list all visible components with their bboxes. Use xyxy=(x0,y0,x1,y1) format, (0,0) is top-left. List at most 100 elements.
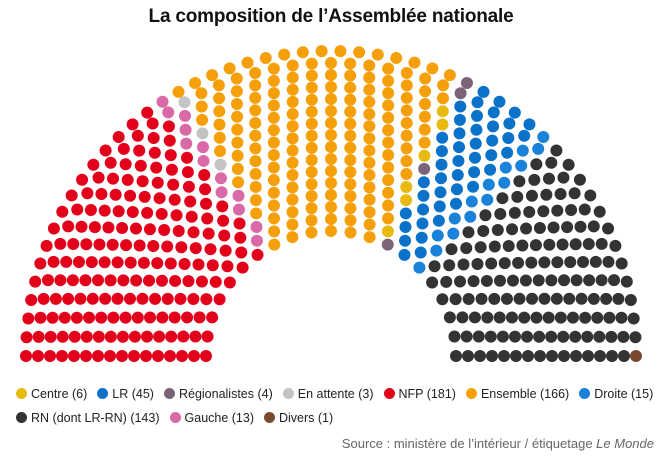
seat-lr xyxy=(508,106,521,119)
seat-nfp xyxy=(221,260,234,273)
seat-lr xyxy=(435,145,448,158)
seat-rn-dont-lr-rn xyxy=(513,175,526,188)
seat-nfp xyxy=(158,224,171,237)
seat-rn-dont-lr-rn xyxy=(462,292,475,305)
seat-ensemble xyxy=(267,74,280,87)
seat-rn-dont-lr-rn xyxy=(558,350,570,362)
seat-ensemble xyxy=(436,92,449,105)
legend-label: Droite (15) xyxy=(594,386,654,401)
seat-rn-dont-lr-rn xyxy=(550,292,563,305)
seat-lr xyxy=(417,189,430,202)
seat-rn-dont-lr-rn xyxy=(528,173,541,186)
seat-rn-dont-lr-rn xyxy=(521,330,534,343)
seat-nfp xyxy=(235,246,248,259)
seat-nfp xyxy=(195,275,208,288)
seat-ensemble xyxy=(325,93,337,105)
seat-nfp xyxy=(34,311,47,324)
seat-lr xyxy=(398,248,411,261)
seat-rn-dont-lr-rn xyxy=(484,330,497,343)
seat-rn-dont-lr-rn xyxy=(443,259,456,272)
seat-nfp xyxy=(47,255,60,268)
seat-ensemble xyxy=(231,162,244,175)
seat-nfp xyxy=(123,292,136,305)
seat-rn-dont-lr-rn xyxy=(460,330,473,343)
seat-lr xyxy=(469,151,482,164)
seat-ensemble xyxy=(363,95,376,108)
seat-droite xyxy=(516,144,529,157)
seat-rn-dont-lr-rn xyxy=(608,274,621,287)
hemicycle-chart xyxy=(20,45,642,362)
seat-ensemble xyxy=(230,85,243,98)
seat-nfp xyxy=(124,189,137,202)
seat-nfp xyxy=(136,175,149,188)
seat-en-attente xyxy=(178,96,191,109)
seat-ensemble xyxy=(363,108,376,121)
seat-nfp xyxy=(99,144,112,157)
seat-rn-dont-lr-rn xyxy=(565,204,578,216)
seat-nfp xyxy=(164,257,177,270)
seat-nfp xyxy=(148,146,161,159)
seat-nfp xyxy=(234,231,247,244)
seat-ensemble xyxy=(344,214,357,227)
seat-rn-dont-lr-rn xyxy=(542,172,555,185)
seat-nfp xyxy=(155,207,168,220)
seat-ensemble xyxy=(344,178,357,191)
seat-gauche xyxy=(180,137,193,150)
seat-nfp xyxy=(151,176,164,189)
seat-rn-dont-lr-rn xyxy=(551,256,564,269)
seat-rn-dont-lr-rn xyxy=(573,173,586,186)
seat-nfp xyxy=(218,229,231,242)
seat-lr xyxy=(399,220,412,233)
seat-ensemble xyxy=(325,213,337,225)
seat-rn-dont-lr-rn xyxy=(563,292,576,305)
seat-nfp xyxy=(181,166,194,179)
seat-lr xyxy=(469,137,482,150)
seat-nfp xyxy=(116,330,129,343)
seat-rn-dont-lr-rn xyxy=(545,330,558,343)
seat-rn-dont-lr-rn xyxy=(570,274,583,287)
seat-nfp xyxy=(137,256,150,269)
seat-lr xyxy=(434,186,447,199)
seat-nfp xyxy=(200,350,212,362)
seat-rn-dont-lr-rn xyxy=(579,311,592,324)
seat-nfp xyxy=(174,292,187,305)
seat-ensemble xyxy=(382,62,395,75)
seat-ensemble xyxy=(325,57,337,69)
seat-nfp xyxy=(201,212,214,225)
seat-rn-dont-lr-rn xyxy=(602,255,615,268)
seat-rn-dont-lr-rn xyxy=(546,350,558,362)
seat-ensemble xyxy=(249,194,262,207)
seat-ensemble xyxy=(325,141,337,153)
seat-ensemble xyxy=(344,153,357,166)
seat-ensemble xyxy=(286,181,299,194)
seat-regionalistes xyxy=(460,76,473,89)
seat-nfp xyxy=(141,206,154,219)
seat-nfp xyxy=(206,311,219,324)
seat-ensemble xyxy=(305,226,318,239)
seat-rn-dont-lr-rn xyxy=(474,241,487,254)
seat-nfp xyxy=(133,144,146,157)
seat-lr xyxy=(414,246,427,259)
seat-rn-dont-lr-rn xyxy=(578,203,591,216)
legend-label: LR (45) xyxy=(112,386,154,401)
seat-rn-dont-lr-rn xyxy=(512,256,525,269)
seat-nfp xyxy=(22,312,35,325)
seat-gauche xyxy=(232,203,245,216)
seat-ensemble xyxy=(296,46,309,59)
seat-rn-dont-lr-rn xyxy=(558,274,571,287)
seat-ensemble xyxy=(400,116,413,129)
seat-ensemble xyxy=(363,231,376,244)
seat-nfp xyxy=(181,311,194,324)
seat-nfp xyxy=(223,276,236,289)
seat-ensemble xyxy=(382,74,395,87)
seat-rn-dont-lr-rn xyxy=(600,292,613,305)
seat-rn-dont-lr-rn xyxy=(538,292,551,305)
seat-ensemble xyxy=(418,110,431,123)
seat-lr xyxy=(484,163,497,176)
seat-ensemble xyxy=(267,87,280,100)
legend-item-divers-1: Divers (1) xyxy=(264,411,333,425)
seat-droite xyxy=(498,176,511,189)
seat-rn-dont-lr-rn xyxy=(566,311,579,324)
legend-row-2: RN (dont LR-RN) (143) Gauche (13) Divers (… xyxy=(16,407,656,428)
seat-rn-dont-lr-rn xyxy=(615,257,628,270)
